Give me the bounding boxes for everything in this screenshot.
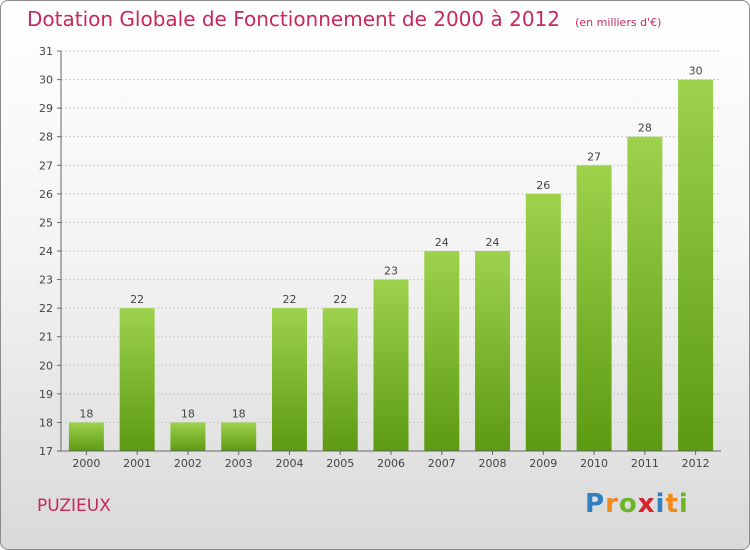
bar-2003 [221, 422, 257, 451]
bar-2004 [271, 308, 307, 451]
x-tick-label: 2006 [377, 457, 405, 470]
x-tick-label: 2002 [174, 457, 202, 470]
x-tick-label: 2008 [479, 457, 507, 470]
y-axis: 17 18 19 20 21 22 23 24 25 26 27 28 29 30 31 [39, 45, 62, 458]
data-label: 22 [130, 293, 144, 306]
place-name: PUZIEUX [37, 496, 111, 516]
data-label: 26 [536, 179, 550, 192]
chart-unit: (en milliers d'€) [575, 16, 662, 29]
y-tick-label: 31 [39, 45, 53, 58]
y-tick-label: 29 [39, 102, 53, 115]
y-tick-label: 25 [39, 216, 53, 229]
bar-2001 [119, 308, 155, 451]
bars: 18 22 18 18 22 22 23 24 24 26 27 28 30 [68, 65, 714, 452]
bar-2000 [68, 422, 104, 451]
x-tick-label: 2010 [580, 457, 608, 470]
data-label: 23 [384, 265, 398, 278]
data-label: 28 [638, 122, 652, 135]
x-tick-label: 2009 [529, 457, 557, 470]
x-axis: 2000 2001 2002 2003 2004 2005 2006 2007 2008 2009… [61, 450, 721, 470]
y-tick-label: 24 [39, 245, 53, 258]
x-tick-label: 2003 [225, 457, 253, 470]
data-label: 22 [282, 293, 296, 306]
chart-title: Dotation Globale de Fonctionnement de 20… [27, 7, 560, 31]
bar-2005 [322, 308, 358, 451]
y-tick-label: 28 [39, 131, 53, 144]
data-label: 24 [486, 236, 500, 249]
x-tick-label: 2012 [682, 457, 710, 470]
bar-2010 [576, 165, 612, 452]
y-tick-label: 21 [39, 331, 53, 344]
y-tick-label: 17 [39, 445, 53, 458]
x-tick-label: 2001 [123, 457, 151, 470]
bar-2002 [170, 422, 206, 451]
data-label: 18 [79, 407, 93, 420]
x-tick-label: 2000 [72, 457, 100, 470]
x-tick-label: 2007 [428, 457, 456, 470]
data-label: 22 [333, 293, 347, 306]
x-tick-label: 2011 [631, 457, 659, 470]
y-tick-label: 27 [39, 159, 53, 172]
data-label: 30 [689, 65, 703, 78]
chart-title-block: Dotation Globale de Fonctionnement de 20… [27, 7, 661, 31]
x-tick-label: 2005 [326, 457, 354, 470]
bar-2011 [627, 136, 663, 451]
proxiti-logo: Proxiti [585, 489, 689, 519]
bar-2008 [475, 251, 511, 451]
y-tick-label: 30 [39, 74, 53, 87]
y-tick-label: 23 [39, 274, 53, 287]
data-label: 18 [232, 407, 246, 420]
x-tick-label: 2004 [275, 457, 303, 470]
y-tick-label: 22 [39, 302, 53, 315]
y-tick-label: 26 [39, 188, 53, 201]
data-label: 24 [435, 236, 449, 249]
bar-2012 [678, 79, 714, 452]
y-tick-label: 20 [39, 359, 53, 372]
y-tick-label: 19 [39, 388, 53, 401]
data-label: 18 [181, 407, 195, 420]
y-tick-label: 18 [39, 416, 53, 429]
bar-2006 [373, 279, 409, 451]
bar-2007 [424, 251, 460, 451]
data-label: 27 [587, 150, 601, 163]
bar-2009 [525, 193, 561, 451]
